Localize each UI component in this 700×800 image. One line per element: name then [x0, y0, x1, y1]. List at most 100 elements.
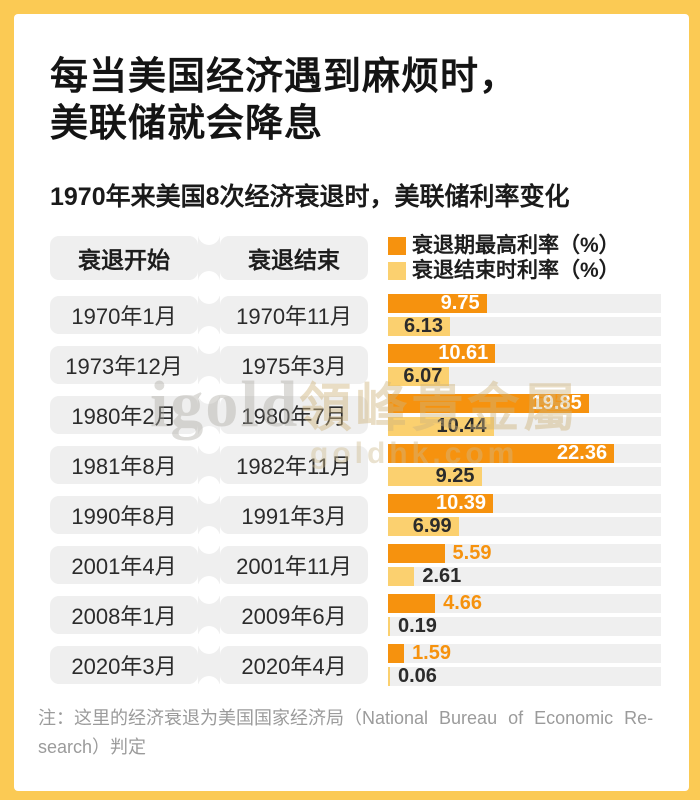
max-rate-value: 5.59: [452, 542, 492, 564]
recession-start-cell: 1990年8月: [50, 496, 198, 534]
recession-end-cell: 1980年7月: [220, 396, 368, 434]
end-rate-bar: [388, 567, 415, 586]
end-rate-value: 2.61: [422, 565, 462, 587]
column-header-start: 衰退开始: [50, 236, 198, 280]
recession-start-cell: 2008年1月: [50, 596, 198, 634]
max-rate-track: 9.75: [388, 292, 661, 314]
max-rate-track: 5.59: [388, 542, 661, 564]
end-rate-bar: 6.13: [388, 315, 450, 337]
end-rate-bar: 9.25: [388, 465, 482, 487]
end-rate-track: 6.99: [388, 515, 661, 537]
recession-end-cell: 1982年11月: [220, 446, 368, 484]
max-rate-value: 10.39: [435, 492, 487, 514]
end-rate-track: 10.44: [388, 415, 661, 437]
end-rate-track: 9.25: [388, 465, 661, 487]
end-rate-value: 0.06: [398, 665, 437, 687]
table-row: 2020年3月 2020年4月 1.59 0.06: [50, 642, 661, 687]
max-rate-bar: 10.39: [388, 492, 494, 514]
footnote-line-2: search）判定: [38, 737, 147, 757]
max-rate-value: 4.66: [443, 592, 483, 614]
rate-bars: 9.75 6.13: [388, 292, 661, 337]
end-rate-value: 6.07: [403, 365, 443, 387]
recession-table: 1970年1月 1970年11月 9.75 6.13 1973年12月 1975…: [50, 292, 661, 687]
table-row: 1990年8月 1991年3月 10.39 6.99: [50, 492, 661, 537]
max-rate-value: 19.85: [531, 392, 582, 414]
legend-label-max: 衰退期最高利率（%）: [412, 234, 620, 257]
legend-swatch-end-icon: [388, 261, 406, 280]
page-title: 每当美国经济遇到麻烦时， 美联储就会降息: [50, 54, 661, 148]
table-row: 2001年4月 2001年11月 5.59 2.61: [50, 542, 661, 587]
table-row: 1981年8月 1982年11月 22.36 9.25: [50, 442, 661, 487]
row-cell-connector: [198, 546, 220, 584]
end-rate-bar: [388, 667, 390, 686]
max-rate-track: 10.61: [388, 342, 661, 364]
table-row: 1970年1月 1970年11月 9.75 6.13: [50, 292, 661, 337]
legend-item-end-rate: 衰退结束时利率（%）: [388, 259, 661, 282]
row-cell-connector: [198, 446, 220, 484]
chart-legend: 衰退期最高利率（%） 衰退结束时利率（%）: [388, 234, 661, 282]
footnote-line-1: 注：这里的经济衰退为美国国家经济局（National Bureau of Eco…: [38, 708, 654, 728]
footnote: 注：这里的经济衰退为美国国家经济局（National Bureau of Eco…: [38, 704, 661, 762]
max-rate-track: 22.36: [388, 442, 661, 464]
max-rate-bar: 22.36: [388, 442, 615, 464]
max-rate-bar: [388, 544, 445, 563]
recession-end-cell: 1991年3月: [220, 496, 368, 534]
recession-start-cell: 1973年12月: [50, 346, 198, 384]
max-rate-bar: 10.61: [388, 342, 496, 364]
row-cell-connector: [198, 396, 220, 434]
end-rate-track: 6.07: [388, 365, 661, 387]
recession-end-cell: 2020年4月: [220, 646, 368, 684]
rate-bars: 10.39 6.99: [388, 492, 661, 537]
max-rate-bar: 9.75: [388, 292, 487, 314]
max-rate-track: 19.85: [388, 392, 661, 414]
end-rate-track: 2.61: [388, 565, 661, 587]
rate-bars: 4.66 0.19: [388, 592, 661, 637]
table-header-row: 衰退开始 衰退结束 衰退期最高利率（%） 衰退结束时利率（%）: [50, 234, 661, 282]
row-cell-connector: [198, 596, 220, 634]
end-rate-bar: 10.44: [388, 415, 494, 437]
max-rate-track: 1.59: [388, 642, 661, 664]
rate-bars: 1.59 0.06: [388, 642, 661, 687]
end-rate-value: 0.19: [398, 615, 437, 637]
max-rate-value: 9.75: [440, 292, 480, 314]
card-body: 每当美国经济遇到麻烦时， 美联储就会降息 1970年来美国8次经济衰退时，美联储…: [14, 14, 689, 791]
end-rate-value: 6.13: [404, 315, 443, 337]
max-rate-value: 10.61: [438, 342, 489, 364]
max-rate-value: 1.59: [412, 642, 451, 664]
end-rate-value: 6.99: [412, 515, 452, 537]
recession-end-cell: 2001年11月: [220, 546, 368, 584]
row-cell-connector: [198, 496, 220, 534]
recession-start-cell: 2020年3月: [50, 646, 198, 684]
legend-item-max-rate: 衰退期最高利率（%）: [388, 234, 661, 257]
row-cell-connector: [198, 296, 220, 334]
recession-end-cell: 2009年6月: [220, 596, 368, 634]
end-rate-track: 0.06: [388, 665, 661, 687]
row-cell-connector: [198, 646, 220, 684]
column-header-end: 衰退结束: [220, 236, 368, 280]
table-row: 2008年1月 2009年6月 4.66 0.19: [50, 592, 661, 637]
max-rate-track: 10.39: [388, 492, 661, 514]
legend-swatch-max-icon: [388, 236, 406, 255]
rate-bars: 19.85 10.44: [388, 392, 661, 437]
header-cell-connector: [198, 236, 220, 280]
end-rate-value: 9.25: [435, 465, 475, 487]
title-line-1: 每当美国经济遇到麻烦时，: [50, 56, 519, 98]
max-rate-bar: 19.85: [388, 392, 589, 414]
rate-bars: 5.59 2.61: [388, 542, 661, 587]
max-rate-value: 22.36: [557, 442, 608, 464]
recession-end-cell: 1975年3月: [220, 346, 368, 384]
end-rate-track: 0.19: [388, 615, 661, 637]
max-rate-bar: [388, 594, 436, 613]
end-rate-bar: 6.07: [388, 365, 450, 387]
end-rate-track: 6.13: [388, 315, 661, 337]
title-line-2: 美联储就会降息: [50, 103, 324, 145]
row-cell-connector: [198, 346, 220, 384]
rate-bars: 22.36 9.25: [388, 442, 661, 487]
end-rate-value: 10.44: [436, 415, 487, 437]
end-rate-bar: [388, 617, 390, 636]
legend-label-end: 衰退结束时利率（%）: [412, 259, 620, 282]
recession-start-cell: 1970年1月: [50, 296, 198, 334]
max-rate-bar: [388, 644, 405, 663]
recession-end-cell: 1970年11月: [220, 296, 368, 334]
